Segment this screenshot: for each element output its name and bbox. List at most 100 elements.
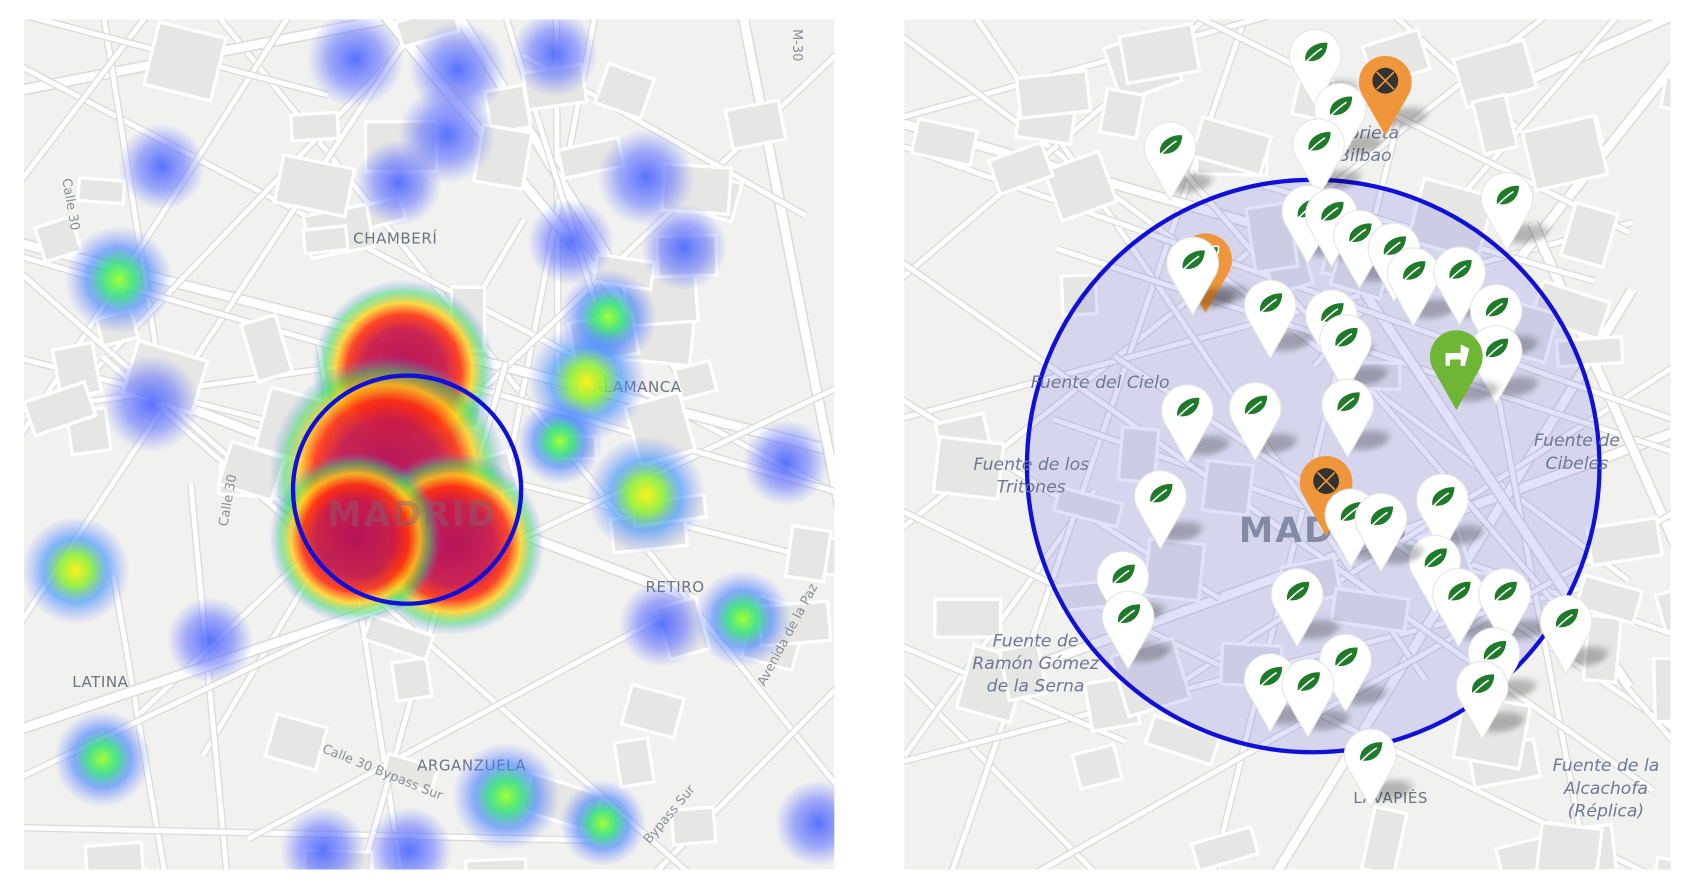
- marker-pin: [1343, 728, 1397, 809]
- leaf-icon: [1241, 394, 1269, 420]
- block: [1059, 273, 1099, 317]
- map-marker: [1319, 633, 1388, 714]
- leaf-icon: [1331, 326, 1360, 352]
- street: [739, 19, 835, 503]
- leaf-icon: [1317, 200, 1346, 226]
- block: [23, 379, 98, 438]
- leaf-icon: [1367, 504, 1395, 531]
- leaf-icon: [1356, 740, 1384, 766]
- block: [1659, 74, 1671, 118]
- heat-core: [269, 451, 442, 625]
- marker-pin: [1166, 236, 1220, 317]
- block: [463, 856, 530, 870]
- block: [1650, 855, 1671, 870]
- block: [1070, 742, 1125, 791]
- leaf-icon: [1173, 396, 1202, 422]
- block: [1189, 824, 1261, 870]
- district-label: CHAMBERÍ: [353, 228, 437, 247]
- leaf-icon: [1468, 672, 1496, 698]
- poi-label: Fuente del Cielo: [1031, 373, 1170, 393]
- marker-pin: [1539, 595, 1593, 675]
- marker-pin: [1319, 633, 1372, 714]
- marker-pin: [1270, 568, 1324, 648]
- leaf-icon: [1301, 41, 1330, 67]
- street: [974, 19, 1428, 682]
- map-marker: [1358, 55, 1427, 136]
- ball-seam: [1316, 471, 1336, 491]
- block: [1051, 485, 1125, 529]
- heat-blob: [167, 597, 254, 684]
- heatmap-panel: CHAMBERÍ SALAMANCA RETIRO LATINA ARGANZU…: [23, 19, 835, 870]
- block: [141, 19, 228, 103]
- block: [931, 434, 1006, 501]
- heat-blob: [640, 204, 727, 291]
- block: [1534, 820, 1604, 870]
- radius-circle: [290, 373, 524, 606]
- leaf-icon: [1482, 296, 1510, 322]
- marker-panel: MADRID LAVAPIÉS Fuente del Cielo Gloriet…: [904, 19, 1671, 870]
- leaf-icon: [1334, 390, 1362, 416]
- marker-pin: [1469, 283, 1523, 364]
- block: [1329, 586, 1411, 634]
- street: [23, 239, 835, 456]
- map-marker: [1134, 470, 1203, 550]
- leaf-icon: [1146, 482, 1175, 508]
- leaf-icon: [1179, 248, 1207, 274]
- marker-pin: [1299, 456, 1353, 536]
- dog-icon: [1445, 344, 1470, 366]
- map-marker: [1143, 121, 1212, 202]
- poi-label: Cibeles: [1546, 454, 1609, 474]
- street: [110, 574, 167, 870]
- map-marker: [1478, 568, 1547, 648]
- poi-label: Fuente de los: [973, 455, 1089, 475]
- block: [1359, 804, 1409, 870]
- block: [986, 140, 1055, 197]
- leaf-icon: [1114, 602, 1142, 628]
- map-marker: [1415, 473, 1484, 554]
- block: [669, 805, 718, 847]
- block: [1653, 576, 1671, 635]
- marker-pin: [1160, 384, 1214, 464]
- block: [272, 152, 357, 219]
- block: [783, 523, 833, 584]
- block: [1200, 458, 1255, 518]
- marker-pin: [1480, 172, 1534, 252]
- street: [1129, 366, 1671, 717]
- block: [997, 641, 1050, 703]
- map-marker: [1101, 590, 1170, 671]
- street: [23, 592, 415, 733]
- marker-pin: [1313, 82, 1367, 163]
- block: [83, 840, 147, 870]
- marker-pin: [1354, 492, 1408, 573]
- leaf-icon: [1421, 546, 1449, 572]
- heat-layer: [23, 19, 835, 870]
- city-label: MADRID: [327, 495, 497, 535]
- block: [32, 214, 84, 264]
- map-marker: [1386, 247, 1455, 328]
- heat-blob: [452, 742, 560, 851]
- block: [1520, 113, 1610, 193]
- markers: [1096, 28, 1608, 809]
- leaf-icon: [1444, 580, 1473, 606]
- leaf-icon: [1256, 291, 1284, 317]
- marker-pin: [1429, 330, 1483, 411]
- map-marker: [1480, 172, 1549, 252]
- block: [1405, 176, 1497, 262]
- block: [1574, 573, 1645, 626]
- poi-label: Alcachofa: [1563, 779, 1648, 799]
- map-marker: [1313, 82, 1382, 163]
- ball-seam: [1376, 71, 1395, 90]
- leaf-icon: [1491, 580, 1519, 606]
- poi-label: de la Serna: [987, 677, 1085, 697]
- street: [904, 644, 1127, 744]
- map-marker: [1270, 568, 1339, 648]
- map-marker: [1321, 378, 1390, 459]
- map-marker: [1228, 381, 1297, 462]
- block: [1042, 149, 1119, 224]
- heat-blob: [694, 570, 792, 668]
- leaf-icon: [1482, 337, 1510, 363]
- leaf-icon: [1345, 221, 1374, 247]
- block: [612, 735, 657, 789]
- map-marker: [1539, 595, 1608, 675]
- poi-label: Ramón Gómez: [972, 654, 1099, 674]
